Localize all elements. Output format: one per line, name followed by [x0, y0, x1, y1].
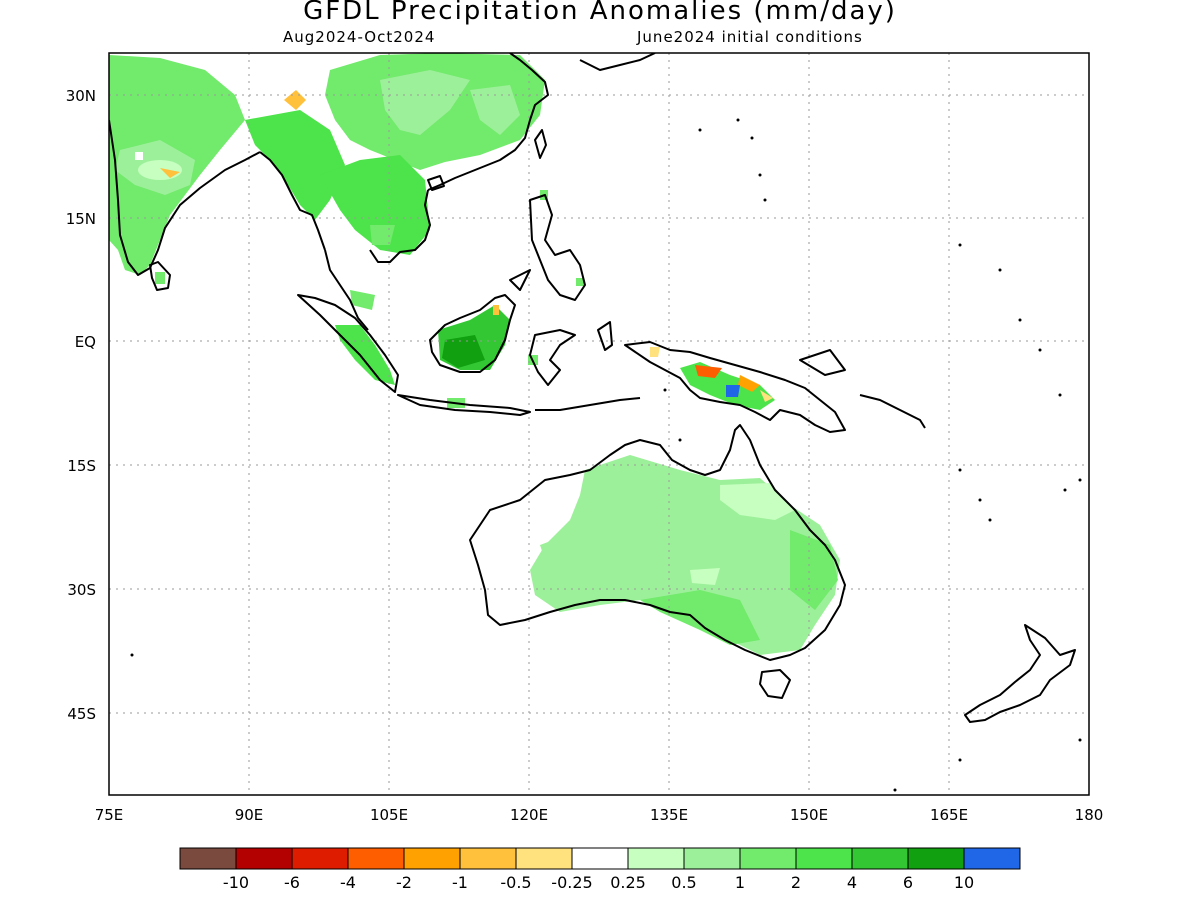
- legend-swatch: [515, 847, 573, 870]
- legend-label: -4: [340, 873, 356, 892]
- legend-label: 0.5: [671, 873, 696, 892]
- plot-area: [109, 53, 1089, 795]
- legend-swatch: [739, 847, 797, 870]
- lat-axis-labels: 30N 15N EQ 15S 30S 45S: [66, 87, 96, 723]
- legend-label: 1: [735, 873, 745, 892]
- forecast-period: Aug2024-Oct2024: [283, 28, 436, 46]
- coastlines: [109, 53, 1076, 723]
- anomaly-shading: [109, 53, 840, 655]
- legend-swatch: [851, 847, 909, 870]
- legend-label: -0.5: [500, 873, 531, 892]
- legend-swatch: [907, 847, 965, 870]
- legend-swatch: [179, 847, 237, 870]
- small-islands: [130, 118, 1082, 792]
- plot-frame: [108, 52, 1090, 796]
- legend-swatch: [627, 847, 685, 870]
- legend-label: 10: [954, 873, 974, 892]
- lon-label: 180: [1075, 806, 1104, 824]
- lat-label: EQ: [75, 333, 96, 351]
- graticule: [109, 53, 1089, 795]
- legend-swatch: [795, 847, 853, 870]
- legend-label: -1: [452, 873, 468, 892]
- legend-swatch: [963, 847, 1021, 870]
- legend-swatch: [235, 847, 293, 870]
- legend-swatch: [571, 847, 629, 870]
- lat-label: 30S: [67, 581, 96, 599]
- legend-swatch: [459, 847, 517, 870]
- legend-label: -10: [223, 873, 249, 892]
- lon-axis-labels: 75E 90E 105E 120E 135E 150E 165E 180: [95, 806, 1104, 824]
- lon-label: 105E: [370, 806, 408, 824]
- legend-swatch: [347, 847, 405, 870]
- initial-conditions: June2024 initial conditions: [637, 28, 863, 46]
- legend-label: -6: [284, 873, 300, 892]
- legend-label: -2: [396, 873, 412, 892]
- legend-label: 0.25: [610, 873, 646, 892]
- lat-label: 15N: [66, 210, 96, 228]
- legend-label: 4: [847, 873, 857, 892]
- legend-swatch: [291, 847, 349, 870]
- legend-label: -0.25: [551, 873, 592, 892]
- legend-label: 6: [903, 873, 913, 892]
- map-title: GFDL Precipitation Anomalies (mm/day): [303, 0, 897, 26]
- lat-label: 45S: [67, 705, 96, 723]
- lon-label: 120E: [510, 806, 548, 824]
- lon-label: 150E: [790, 806, 828, 824]
- lon-label: 135E: [650, 806, 688, 824]
- lat-label: 30N: [66, 87, 96, 105]
- lon-label: 165E: [930, 806, 968, 824]
- color-legend: -10 -6 -4 -2 -1 -0.5 -0.25 0.25 0.5 1 2 4 6 10: [179, 847, 1021, 892]
- legend-label: 2: [791, 873, 801, 892]
- lon-label: 75E: [95, 806, 124, 824]
- legend-swatch: [683, 847, 741, 870]
- lon-label: 90E: [235, 806, 264, 824]
- legend-swatch: [403, 847, 461, 870]
- lat-label: 15S: [67, 457, 96, 475]
